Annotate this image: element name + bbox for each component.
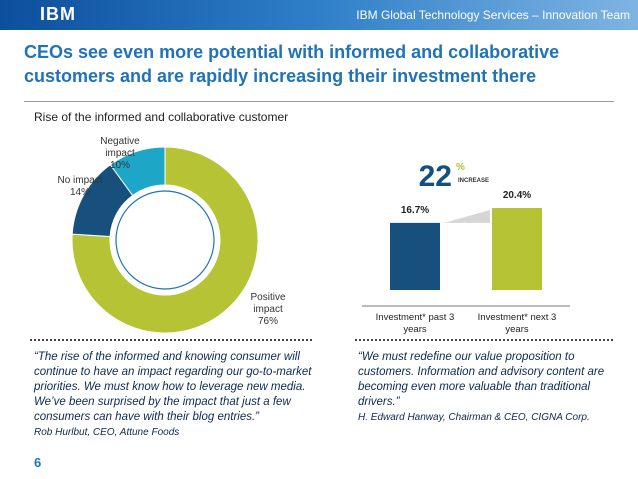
bar-value-label: 16.7% (401, 205, 429, 216)
slice-value: 14% (69, 187, 90, 198)
annotation-unit: % (456, 162, 465, 173)
quote-text: “We must redefine our value proposition … (358, 351, 605, 408)
slice-value: 76% (257, 316, 278, 327)
separator (355, 339, 613, 341)
slice-label: Negative impact 10% (90, 136, 150, 172)
separator (30, 339, 312, 341)
x-tick-label: Investment* past 3 years (375, 312, 455, 335)
bar (390, 222, 440, 290)
slice-name: No impact (57, 175, 103, 186)
bar-value-label: 20.4% (503, 190, 531, 201)
title-rule (24, 101, 614, 102)
slice-name: Positive impact (250, 292, 286, 315)
slide-title: CEOs see even more potential with inform… (24, 42, 560, 86)
chart-title: Rise of the informed and collaborative c… (34, 110, 289, 124)
quote-source: H. Edward Hanway, Chairman & CEO, CIGNA … (358, 412, 590, 423)
quote-text: “The rise of the informed and knowing co… (34, 351, 312, 423)
slice-label: Positive impact 76% (238, 292, 298, 328)
slice-name: Negative impact (100, 136, 140, 159)
pie-slice (71, 146, 259, 334)
inner-ring (115, 190, 215, 290)
pie-slice (109, 146, 166, 197)
quote: “We must redefine our value proposition … (358, 350, 620, 425)
slice-label: No impact 14% (50, 175, 110, 199)
page-number: 6 (34, 455, 42, 470)
quote-source: Rob Hurlbut, CEO, Attune Foods (34, 427, 180, 438)
annotation-label: INCREASE (458, 178, 489, 184)
slice-value: 10% (109, 160, 130, 171)
logo: IBM (40, 4, 76, 24)
increase-wedge (444, 210, 490, 223)
quote: “The rise of the informed and knowing co… (34, 350, 326, 440)
annotation-value: 22 (419, 160, 452, 193)
bar (492, 208, 542, 290)
x-tick-label: Investment* next 3 years (477, 312, 557, 335)
header-bar (0, 0, 638, 30)
team-name: IBM Global Technology Services – Innovat… (356, 8, 630, 22)
